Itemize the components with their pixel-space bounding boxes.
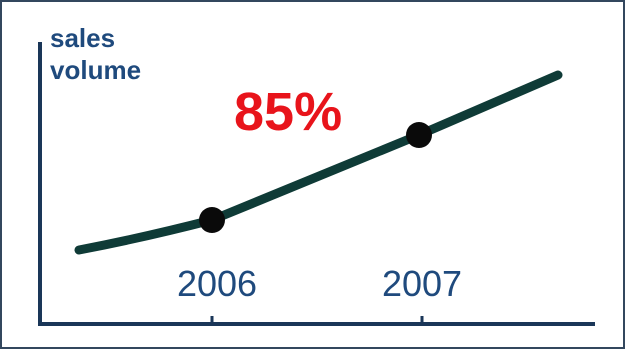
- x-tick-label-2006: 2006: [177, 263, 257, 304]
- y-axis-label-line-1: sales: [50, 23, 115, 53]
- data-point-2007: [406, 122, 432, 148]
- growth-annotation: 85%: [234, 82, 342, 142]
- data-point-2006: [199, 207, 225, 233]
- y-axis-label-line-2: volume: [50, 55, 141, 85]
- x-tick-label-2007: 2007: [382, 263, 462, 304]
